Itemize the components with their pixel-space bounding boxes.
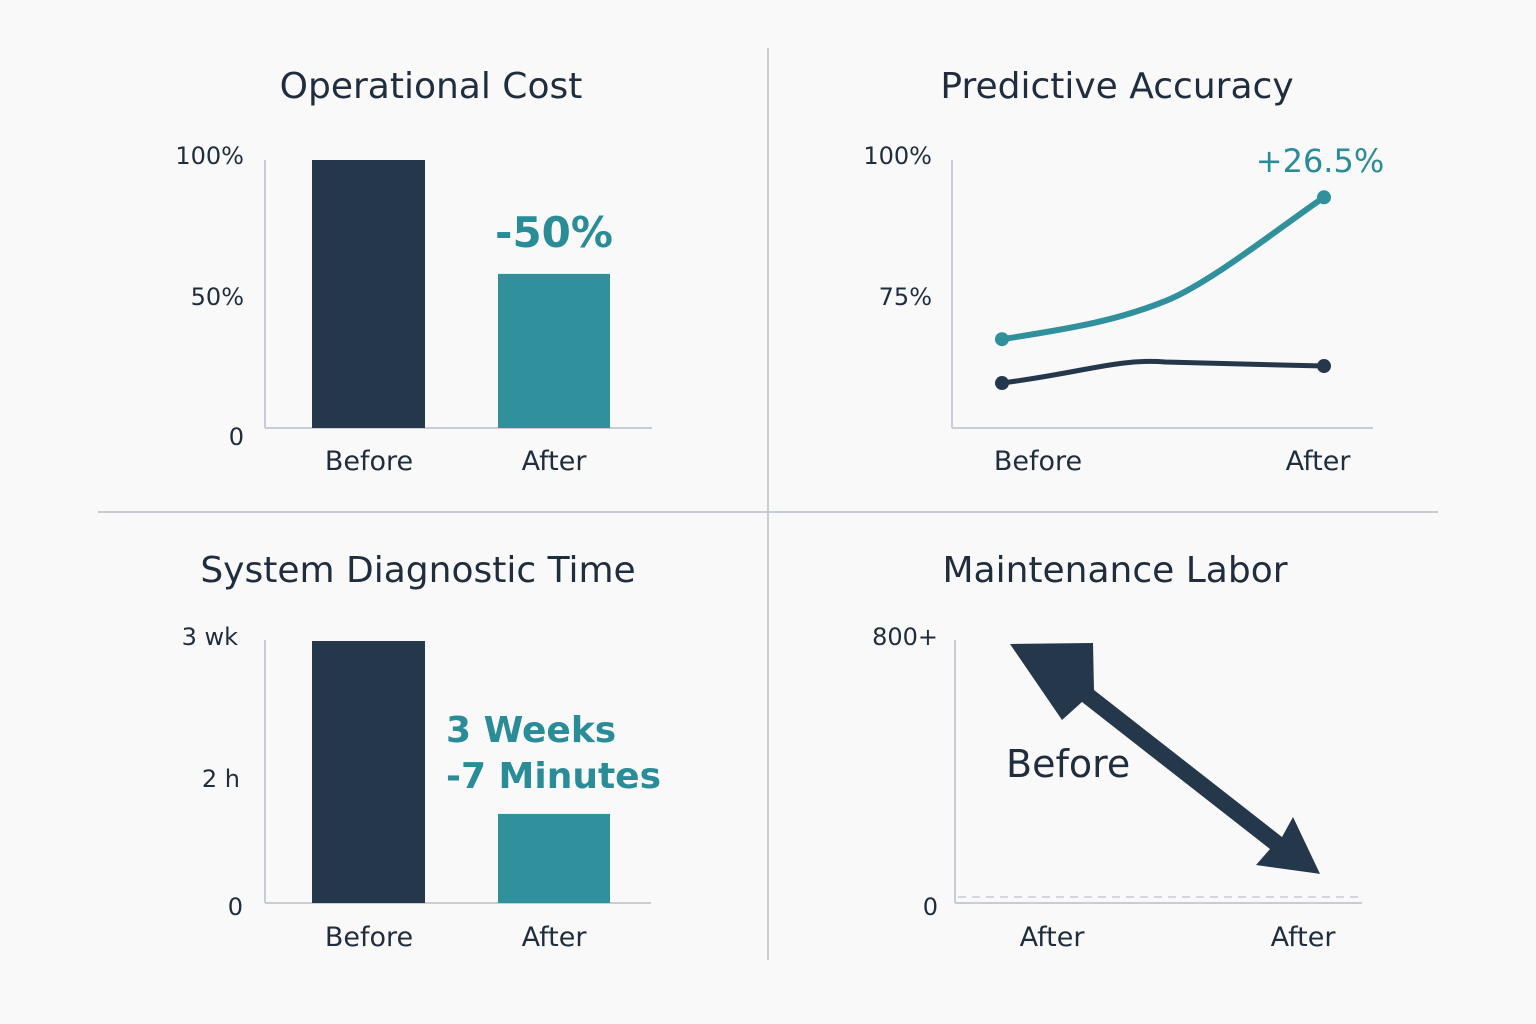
bar-after: [498, 273, 610, 428]
chart-title: Maintenance Labor: [942, 550, 1287, 591]
y-tick-label: 0: [923, 893, 938, 921]
y-tick-label: 100%: [175, 142, 244, 170]
bar-before: [312, 641, 425, 903]
annotation-label: +26.5%: [1256, 142, 1384, 180]
panel-maintenance-labor: Maintenance Labor 800+ 0 Before After Af…: [872, 550, 1362, 953]
decrease-arrow: [1010, 643, 1320, 874]
x-tick-label: After: [1271, 922, 1337, 953]
data-point: [995, 376, 1009, 391]
x-tick-label: Before: [325, 922, 413, 953]
bar-after: [498, 813, 610, 903]
x-tick-label: Before: [994, 446, 1082, 477]
y-tick-label: 2 h: [202, 765, 240, 793]
y-tick-label: 800+: [872, 623, 938, 651]
y-tick-label: 3 wk: [182, 623, 239, 651]
data-point: [1317, 359, 1331, 374]
x-tick-label: After: [1286, 446, 1352, 477]
x-tick-label: Before: [325, 446, 413, 477]
x-tick-label: After: [522, 922, 588, 953]
x-tick-label: After: [522, 446, 588, 477]
chart-title: System Diagnostic Time: [200, 550, 635, 591]
y-tick-label: 100%: [863, 142, 932, 170]
panel-system-diagnostic-time: System Diagnostic Time 3 wk 2 h 0 Before…: [182, 550, 661, 953]
y-tick-label: 50%: [191, 283, 244, 311]
y-tick-label: 0: [228, 893, 243, 921]
y-tick-label: 0: [229, 423, 244, 451]
bar-before: [312, 160, 425, 428]
panel-operational-cost: Operational Cost 100% 50% 0 Before After…: [175, 66, 652, 477]
data-point: [1317, 190, 1331, 205]
arrow-label: Before: [1006, 742, 1130, 786]
annotation-line-2: -7 Minutes: [446, 756, 661, 797]
series-line: [999, 194, 1327, 343]
x-tick-label: After: [1020, 922, 1086, 953]
annotation-line-1: 3 Weeks: [446, 710, 616, 751]
series-line: [999, 358, 1327, 386]
annotation-label: -50%: [495, 208, 613, 257]
y-tick-label: 75%: [879, 283, 932, 311]
panel-predictive-accuracy: Predictive Accuracy 100% 75% Before Afte…: [863, 66, 1384, 477]
chart-title: Operational Cost: [280, 66, 583, 107]
data-point: [995, 332, 1009, 347]
chart-title: Predictive Accuracy: [940, 66, 1293, 107]
